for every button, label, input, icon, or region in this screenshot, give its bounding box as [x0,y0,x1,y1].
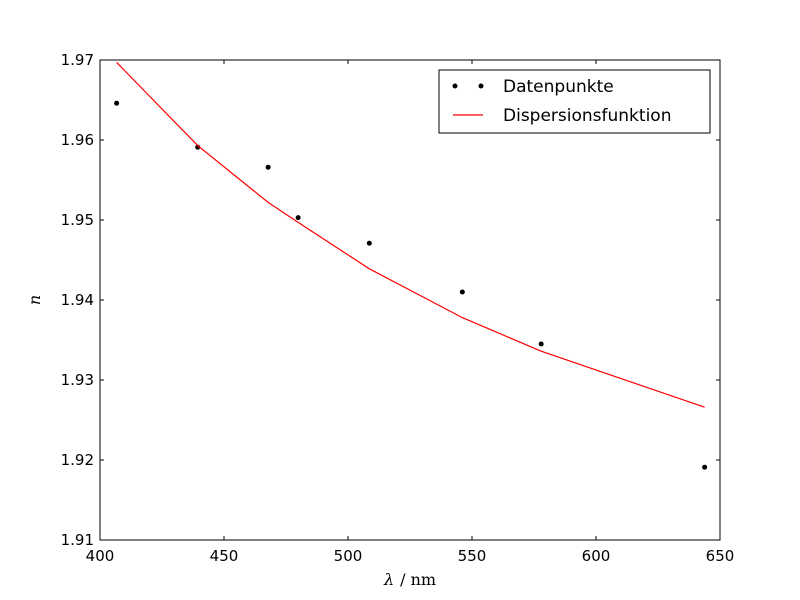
legend: Datenpunkte Dispersionsfunktion [438,69,711,134]
y-tick-label: 1.94 [61,291,94,309]
y-tick-label: 1.95 [61,211,94,229]
legend-label-datenpunkte: Datenpunkte [503,77,614,97]
legend-marker-datenpunkte-left [452,83,458,89]
data-point-datenpunkte-5 [366,240,372,246]
data-point-datenpunkte-6 [459,289,465,295]
series-line-dispersionsfunktion [116,61,705,408]
y-tick-label: 1.91 [61,531,94,549]
data-point-datenpunkte-4 [295,215,301,221]
data-point-datenpunkte-3 [265,164,271,170]
x-axis-label-symbol: λ [383,570,394,589]
data-layer [114,61,708,470]
legend-label-dispersionsfunktion: Dispersionsfunktion [503,106,671,126]
plot-area [100,60,720,540]
x-axis-label: λ / nm [383,570,436,589]
x-tick-label: 600 [582,547,611,565]
y-tick-label: 1.96 [61,131,94,149]
legend-marker-datenpunkte-right [478,83,484,89]
data-point-datenpunkte-8 [702,464,708,470]
y-tick-label: 1.97 [61,51,94,69]
ticks-layer: 400 450 500 550 600 650 1.91 1.92 1.93 1.94 1.95 1.… [61,51,735,565]
data-point-datenpunkte-1 [114,100,120,106]
x-tick-label: 450 [210,547,239,565]
y-tick-label: 1.93 [61,371,94,389]
legend-box [438,69,711,134]
y-axis-label: n [25,295,44,305]
x-axis-label-unit: / nm [400,570,436,589]
x-tick-label: 550 [458,547,487,565]
x-tick-label: 400 [86,547,115,565]
x-tick-label: 500 [334,547,363,565]
x-tick-label: 650 [706,547,735,565]
y-tick-label: 1.92 [61,451,94,469]
data-point-datenpunkte-7 [538,341,544,347]
